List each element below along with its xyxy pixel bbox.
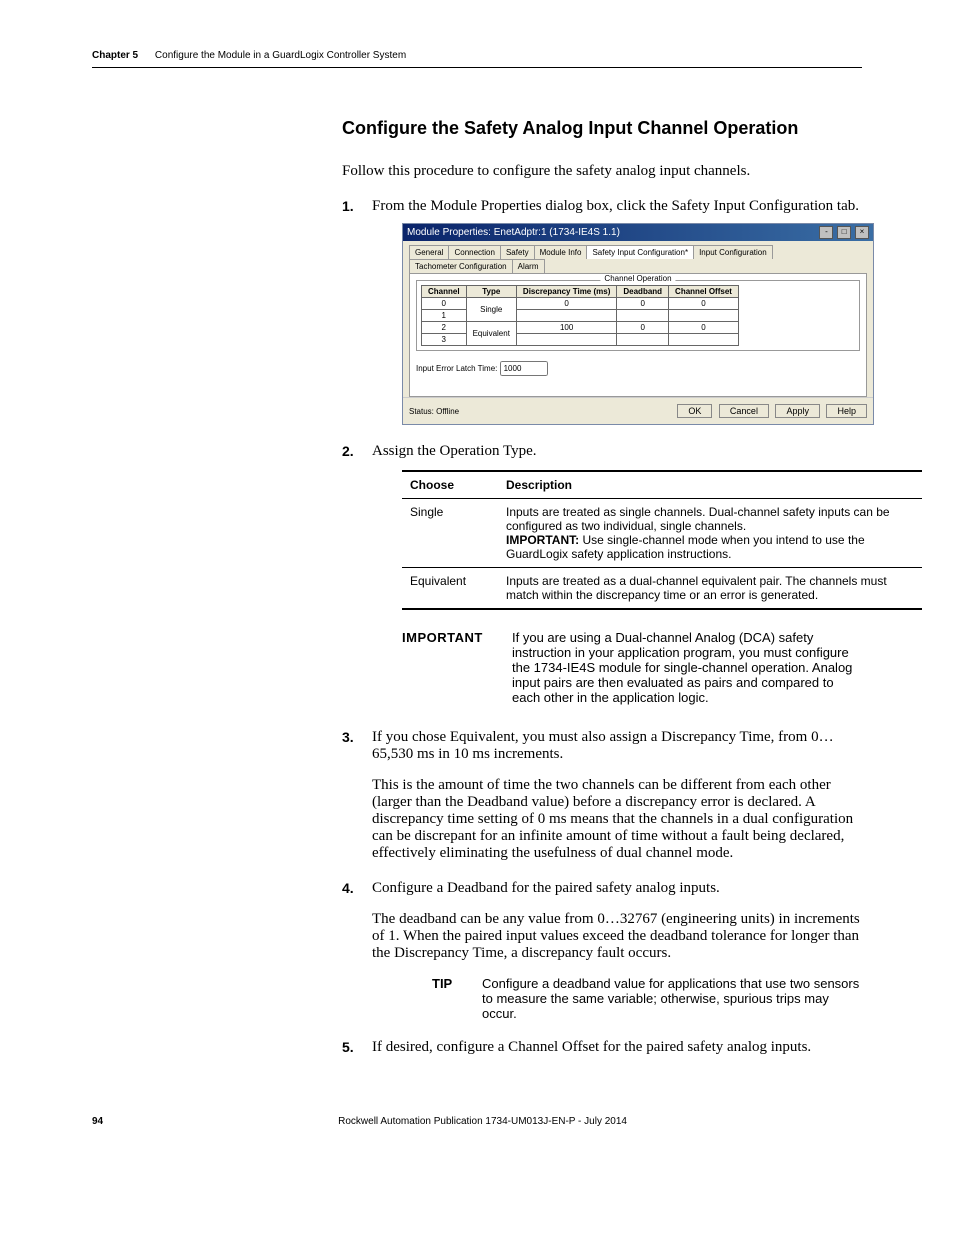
step-3-body: This is the amount of time the two chann… [372, 777, 862, 862]
cancel-button[interactable]: Cancel [719, 404, 769, 418]
step-5-text: If desired, configure a Channel Offset f… [372, 1039, 811, 1055]
important-inline-label: IMPORTANT: [506, 533, 579, 547]
page-footer: 94 Rockwell Automation Publication 1734-… [92, 1116, 862, 1127]
choose-table: Choose Description Single Inputs are tre… [402, 470, 922, 610]
section-title: Configure the Safety Analog Input Channe… [342, 118, 862, 139]
step-2: Assign the Operation Type. Choose Descri… [342, 443, 862, 705]
tip-label: TIP [432, 976, 482, 1021]
step-4-text: Configure a Deadband for the paired safe… [372, 880, 720, 896]
tab-connection[interactable]: Connection [448, 245, 500, 259]
cell: 2 [422, 322, 467, 334]
steps-list: From the Module Properties dialog box, c… [342, 198, 862, 1056]
col-channel: Channel [422, 286, 467, 298]
cell-type-dropdown[interactable]: Equivalent [466, 322, 516, 346]
cell[interactable] [516, 334, 616, 346]
cell[interactable]: 0 [617, 322, 669, 334]
tab-tachometer-config[interactable]: Tachometer Configuration [409, 259, 513, 273]
cell[interactable]: 0 [669, 322, 739, 334]
ok-button[interactable]: OK [677, 404, 712, 418]
tab-safety[interactable]: Safety [500, 245, 535, 259]
important-label: IMPORTANT [402, 630, 512, 705]
close-icon[interactable]: × [855, 226, 869, 239]
cell[interactable]: 0 [617, 298, 669, 310]
step-1-text: From the Module Properties dialog box, c… [372, 198, 859, 214]
step-5: If desired, configure a Channel Offset f… [342, 1039, 862, 1056]
maximize-icon[interactable]: □ [837, 226, 851, 239]
step-1: From the Module Properties dialog box, c… [342, 198, 862, 425]
dialog-footer: Status: Offline OK Cancel Apply Help [403, 397, 873, 424]
cell[interactable] [669, 334, 739, 346]
cell[interactable]: 100 [516, 322, 616, 334]
cell-type-dropdown[interactable]: Single [466, 298, 516, 322]
window-buttons: - □ × [818, 226, 869, 239]
page-number: 94 [92, 1116, 103, 1127]
tip-text: Configure a deadband value for applicati… [482, 976, 862, 1021]
channel-operation-group: Channel Operation Channel Type Discrepan… [416, 280, 860, 351]
choose-equivalent: Equivalent [402, 568, 498, 610]
cell[interactable] [516, 310, 616, 322]
desc-single: Inputs are treated as single channels. D… [498, 499, 922, 568]
tab-input-config[interactable]: Input Configuration [693, 245, 773, 259]
step-4-body: The deadband can be any value from 0…327… [372, 911, 862, 962]
step-2-text: Assign the Operation Type. [372, 443, 536, 459]
lead-paragraph: Follow this procedure to configure the s… [342, 163, 862, 180]
tip-block: TIP Configure a deadband value for appli… [432, 976, 862, 1021]
channel-operation-title: Channel Operation [600, 274, 675, 283]
important-block: IMPORTANT If you are using a Dual-channe… [402, 630, 862, 705]
cell[interactable] [669, 310, 739, 322]
important-text: If you are using a Dual-channel Analog (… [512, 630, 862, 705]
col-type: Type [466, 286, 516, 298]
status-text: Status: Offline [409, 407, 459, 416]
col-deadband: Deadband [617, 286, 669, 298]
channel-table: Channel Type Discrepancy Time (ms) Deadb… [421, 285, 739, 346]
cell: 1 [422, 310, 467, 322]
dialog-tabs: GeneralConnectionSafetyModule InfoSafety… [403, 241, 873, 273]
cell[interactable]: 0 [669, 298, 739, 310]
desc-equivalent: Inputs are treated as a dual-channel equ… [498, 568, 922, 610]
tab-general[interactable]: General [409, 245, 449, 259]
latch-input[interactable] [500, 361, 548, 376]
tab-alarm[interactable]: Alarm [512, 259, 545, 273]
tab-safety-input-config[interactable]: Safety Input Configuration* [586, 245, 694, 259]
col-discrepancy: Discrepancy Time (ms) [516, 286, 616, 298]
page: Chapter 5 Configure the Module in a Guar… [0, 0, 954, 1167]
dialog-panel: Channel Operation Channel Type Discrepan… [409, 273, 867, 397]
choose-single: Single [402, 499, 498, 568]
desc-single-line1: Inputs are treated as single channels. D… [506, 505, 890, 533]
cell[interactable] [617, 334, 669, 346]
step-3: If you chose Equivalent, you must also a… [342, 729, 862, 862]
dialog-buttons: OK Cancel Apply Help [673, 404, 867, 418]
latch-time-row: Input Error Latch Time: [416, 361, 860, 376]
step-4: Configure a Deadband for the paired safe… [342, 880, 862, 1021]
col-offset: Channel Offset [669, 286, 739, 298]
choose-header: Choose [402, 471, 498, 499]
publication-id: Rockwell Automation Publication 1734-UM0… [338, 1116, 627, 1127]
cell: 3 [422, 334, 467, 346]
content-column: Configure the Safety Analog Input Channe… [342, 118, 862, 1056]
chapter-title: Configure the Module in a GuardLogix Con… [155, 50, 406, 61]
description-header: Description [498, 471, 922, 499]
cell: 0 [422, 298, 467, 310]
running-head: Chapter 5 Configure the Module in a Guar… [92, 50, 862, 68]
cell[interactable] [617, 310, 669, 322]
dialog-title: Module Properties: EnetAdptr:1 (1734-IE4… [407, 227, 620, 238]
chapter-label: Chapter 5 [92, 50, 138, 61]
dialog-titlebar: Module Properties: EnetAdptr:1 (1734-IE4… [403, 224, 873, 241]
help-button[interactable]: Help [826, 404, 867, 418]
cell[interactable]: 0 [516, 298, 616, 310]
module-properties-dialog: Module Properties: EnetAdptr:1 (1734-IE4… [402, 223, 874, 425]
tab-module-info[interactable]: Module Info [534, 245, 588, 259]
minimize-icon[interactable]: - [819, 226, 833, 239]
apply-button[interactable]: Apply [775, 404, 820, 418]
step-3-text: If you chose Equivalent, you must also a… [372, 729, 834, 762]
latch-label: Input Error Latch Time: [416, 364, 497, 373]
